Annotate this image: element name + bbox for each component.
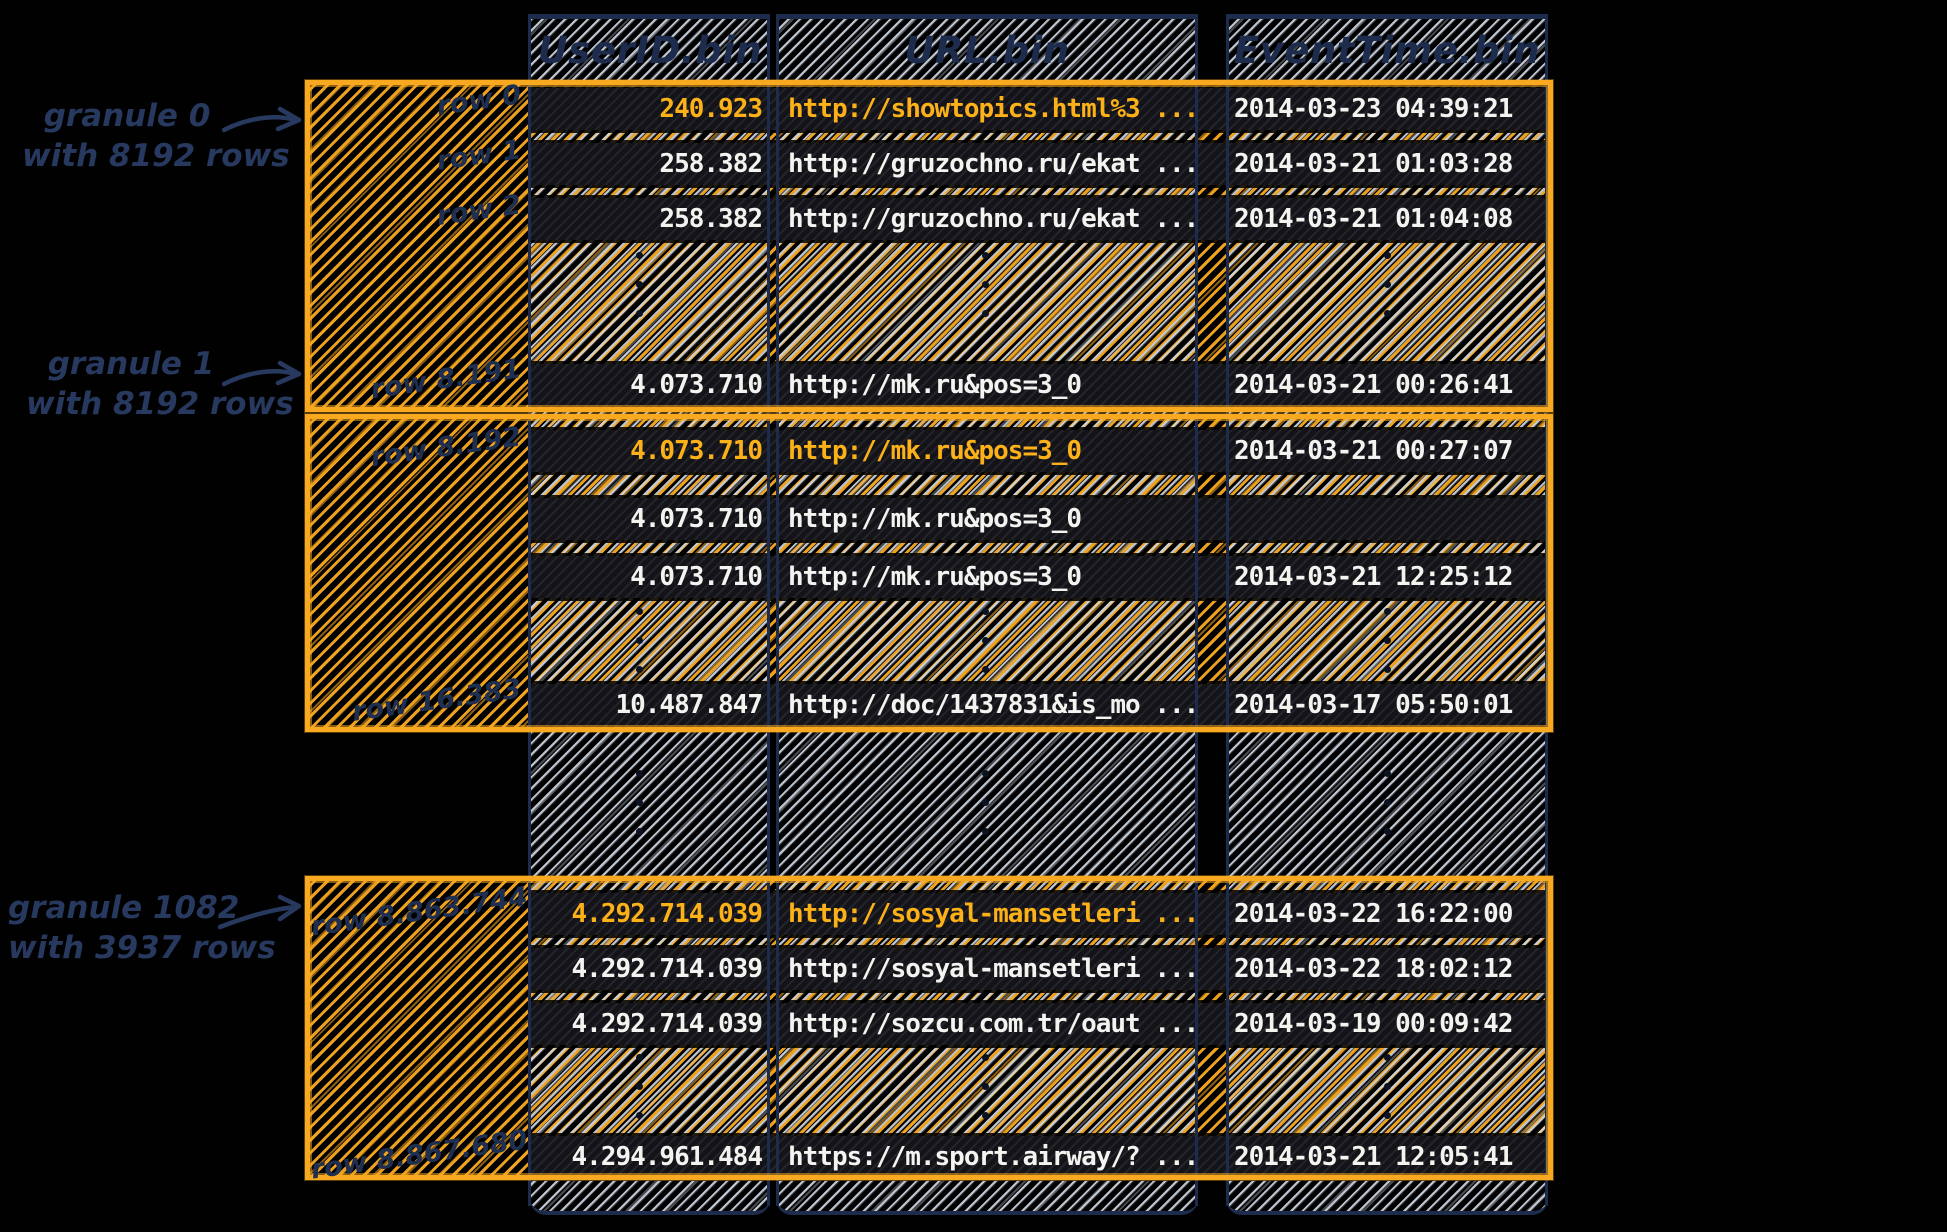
eventtime-value: 2014-03-21 01:03:28	[1234, 149, 1513, 179]
column-border	[1195, 14, 1198, 1206]
column-border	[767, 14, 770, 1206]
annotation-line: with 8192 rows	[26, 386, 294, 423]
eventtime-value: 2014-03-21 00:27:07	[1234, 436, 1513, 466]
eventtime-value: 2014-03-23 04:39:21	[1234, 94, 1513, 124]
eventtime-value: 2014-03-21 01:04:08	[1234, 204, 1513, 234]
eventtime-value: 2014-03-19 00:09:42	[1234, 1009, 1513, 1039]
userid-value: 4.294.961.484	[571, 1142, 764, 1172]
column-header-eventtime: EventTime.bin	[1233, 28, 1541, 72]
userid-value: 4.292.714.039	[571, 1009, 764, 1039]
table-row: 4.292.714.039 http://sosyal-mansetleri .…	[530, 893, 1550, 935]
ellipsis-dots	[1384, 252, 1391, 317]
ellipsis-dots	[1384, 1054, 1391, 1119]
granule-0-box	[305, 80, 1553, 412]
url-value: http://showtopics.html%3 ...	[788, 94, 1199, 124]
url-value: http://gruzochno.ru/ekat ...	[788, 149, 1199, 179]
column-border	[1545, 14, 1548, 1206]
table-row: 240.923 http://showtopics.html%3 ... 201…	[530, 88, 1550, 130]
url-value: http://mk.ru&pos=3_0	[788, 504, 1082, 534]
url-value: http://mk.ru&pos=3_0	[788, 370, 1082, 400]
table-row: 4.073.710 http://mk.ru&pos=3_0	[530, 498, 1550, 540]
eventtime-value: 2014-03-21 12:25:12	[1234, 562, 1513, 592]
ellipsis-dots	[1384, 770, 1391, 835]
url-value: http://sozcu.com.tr/oaut ...	[788, 1009, 1199, 1039]
ellipsis-dots	[636, 252, 643, 317]
table-row: 258.382 http://gruzochno.ru/ekat ... 201…	[530, 143, 1550, 185]
table-row: 4.073.710 http://mk.ru&pos=3_0 2014-03-2…	[530, 364, 1550, 406]
url-value: http://mk.ru&pos=3_0	[788, 562, 1082, 592]
table-row: 4.292.714.039 http://sosyal-mansetleri .…	[530, 948, 1550, 990]
table-row: 4.292.714.039 http://sozcu.com.tr/oaut .…	[530, 1003, 1550, 1045]
annotation-line: with 3937 rows	[8, 930, 276, 967]
annotation-line: granule 1082	[8, 890, 240, 926]
userid-value: 4.073.710	[630, 504, 763, 534]
table-row: 4.073.710 http://mk.ru&pos=3_0 2014-03-2…	[530, 430, 1550, 472]
table-row: 4.294.961.484 https://m.sport.airway/? .…	[530, 1136, 1550, 1178]
ellipsis-dots	[1384, 608, 1391, 673]
annotation-line: granule 1	[47, 346, 215, 382]
granule-1-annotation: granule 1 with 8192 rows	[26, 344, 294, 425]
arrow-icon	[222, 106, 302, 133]
column-border	[1226, 14, 1229, 1206]
eventtime-value: 2014-03-17 05:50:01	[1234, 690, 1513, 720]
userid-value: 4.292.714.039	[571, 954, 764, 984]
userid-value: 4.073.710	[630, 562, 763, 592]
url-value: https://m.sport.airway/? ...	[788, 1142, 1199, 1172]
ellipsis-dots	[636, 1054, 643, 1119]
table-row: 10.487.847 http://doc/1437831&is_mo ... …	[530, 684, 1550, 726]
url-value: http://doc/1437831&is_mo ...	[788, 690, 1199, 720]
userid-value: 258.382	[659, 149, 763, 179]
userid-value: 4.292.714.039	[571, 899, 764, 929]
annotation-line: granule 0	[43, 98, 211, 134]
eventtime-value: 2014-03-21 00:26:41	[1234, 370, 1513, 400]
url-value: http://sosyal-mansetleri ...	[788, 954, 1199, 984]
granule-1082-annotation: granule 1082 with 3937 rows	[8, 888, 276, 969]
ellipsis-dots	[982, 770, 989, 835]
url-value: http://mk.ru&pos=3_0	[788, 436, 1082, 466]
annotation-line: with 8192 rows	[22, 138, 290, 175]
userid-value: 4.073.710	[630, 370, 763, 400]
userid-value: 240.923	[659, 94, 763, 124]
eventtime-value: 2014-03-22 16:22:00	[1234, 899, 1513, 929]
granule-1-box	[305, 414, 1553, 732]
arrow-icon	[218, 894, 302, 930]
url-value: http://sosyal-mansetleri ...	[788, 899, 1199, 929]
eventtime-value: 2014-03-21 12:05:41	[1234, 1142, 1513, 1172]
userid-value: 258.382	[659, 204, 763, 234]
arrow-icon	[222, 360, 302, 387]
table-row: 258.382 http://gruzochno.ru/ekat ... 201…	[530, 198, 1550, 240]
column-header-url: URL.bin	[904, 28, 1070, 72]
table-row: 4.073.710 http://mk.ru&pos=3_0 2014-03-2…	[530, 556, 1550, 598]
userid-value: 4.073.710	[630, 436, 763, 466]
ellipsis-dots	[636, 608, 643, 673]
eventtime-value: 2014-03-22 18:02:12	[1234, 954, 1513, 984]
url-value: http://gruzochno.ru/ekat ...	[788, 204, 1199, 234]
userid-value: 10.487.847	[615, 690, 763, 720]
column-header-userid: UserID.bin	[537, 28, 763, 72]
ellipsis-dots	[636, 770, 643, 835]
granule-0-annotation: granule 0 with 8192 rows	[22, 96, 290, 177]
ellipsis-dots	[982, 1054, 989, 1119]
ellipsis-dots	[982, 252, 989, 317]
column-border	[776, 14, 779, 1206]
granule-1082-box	[305, 876, 1553, 1180]
column-border	[528, 14, 531, 1206]
ellipsis-dots	[982, 608, 989, 673]
